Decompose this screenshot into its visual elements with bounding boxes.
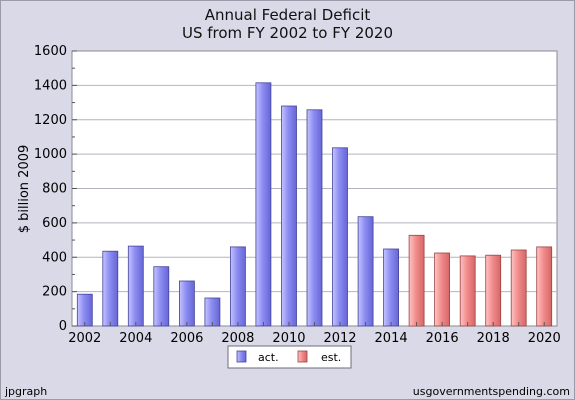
bar-2007 bbox=[204, 297, 221, 327]
bar-2013 bbox=[357, 216, 374, 327]
y-tick-label: 1600 bbox=[34, 44, 67, 59]
x-tick-label: 2008 bbox=[221, 331, 254, 346]
bar-2014 bbox=[383, 248, 400, 327]
y-tick-label: 1200 bbox=[34, 113, 67, 128]
legend-label-act: act. bbox=[258, 351, 279, 364]
y-tick-label: 200 bbox=[42, 285, 67, 300]
bar-2009 bbox=[255, 82, 272, 327]
legend-swatch-act bbox=[236, 350, 247, 363]
x-tick-label: 2004 bbox=[119, 331, 152, 346]
x-tick-label: 2020 bbox=[528, 331, 561, 346]
bar-2002 bbox=[76, 293, 93, 327]
x-axis: 2002 2004 2006 2008 2010 2012 2014 2016 2018 2020 bbox=[68, 322, 561, 346]
bar-2015 bbox=[408, 234, 425, 327]
legend-label-est: est. bbox=[321, 351, 341, 364]
y-tick-label: 1000 bbox=[34, 147, 67, 162]
chart-title: Annual Federal Deficit bbox=[204, 6, 371, 24]
x-tick-label: 2006 bbox=[170, 331, 203, 346]
legend-box bbox=[227, 345, 352, 369]
y-tick-label: 800 bbox=[42, 182, 67, 197]
x-tick-label: 2002 bbox=[68, 331, 101, 346]
chart-subtitle: US from FY 2002 to FY 2020 bbox=[181, 24, 393, 42]
x-tick-label: 2014 bbox=[375, 331, 408, 346]
footer-credit-left: jpgraph bbox=[5, 385, 48, 398]
legend-swatch-est bbox=[297, 350, 308, 363]
y-tick-label: 600 bbox=[42, 216, 67, 231]
bars bbox=[76, 82, 553, 327]
y-axis: 0 200 400 600 800 1000 1200 1400 1600 bbox=[34, 44, 77, 334]
x-tick-label: 2010 bbox=[272, 331, 305, 346]
bar-2005 bbox=[153, 266, 170, 327]
x-tick-label: 2016 bbox=[426, 331, 459, 346]
bar-2018 bbox=[485, 254, 502, 327]
y-tick-label: 0 bbox=[59, 319, 67, 334]
y-tick-label: 400 bbox=[42, 250, 67, 265]
x-tick-label: 2018 bbox=[477, 331, 510, 346]
bar-2012 bbox=[332, 147, 348, 327]
x-tick-label: 2012 bbox=[323, 331, 356, 346]
bar-2003 bbox=[102, 250, 119, 327]
y-axis-label: $ billion 2009 bbox=[17, 145, 32, 234]
bar-2017 bbox=[459, 255, 476, 327]
bar-2010 bbox=[281, 105, 297, 327]
legend: act. est. bbox=[227, 345, 352, 369]
bar-2006 bbox=[178, 280, 195, 327]
bar-2008 bbox=[229, 246, 246, 327]
bar-2020 bbox=[536, 246, 553, 327]
footer-credit-right: usgovernmentspending.com bbox=[412, 385, 570, 398]
y-tick-label: 1400 bbox=[34, 78, 67, 93]
bar-2011 bbox=[306, 109, 323, 327]
bar-2004 bbox=[127, 245, 144, 327]
bar-2019 bbox=[510, 249, 527, 327]
bar-2016 bbox=[434, 252, 451, 327]
